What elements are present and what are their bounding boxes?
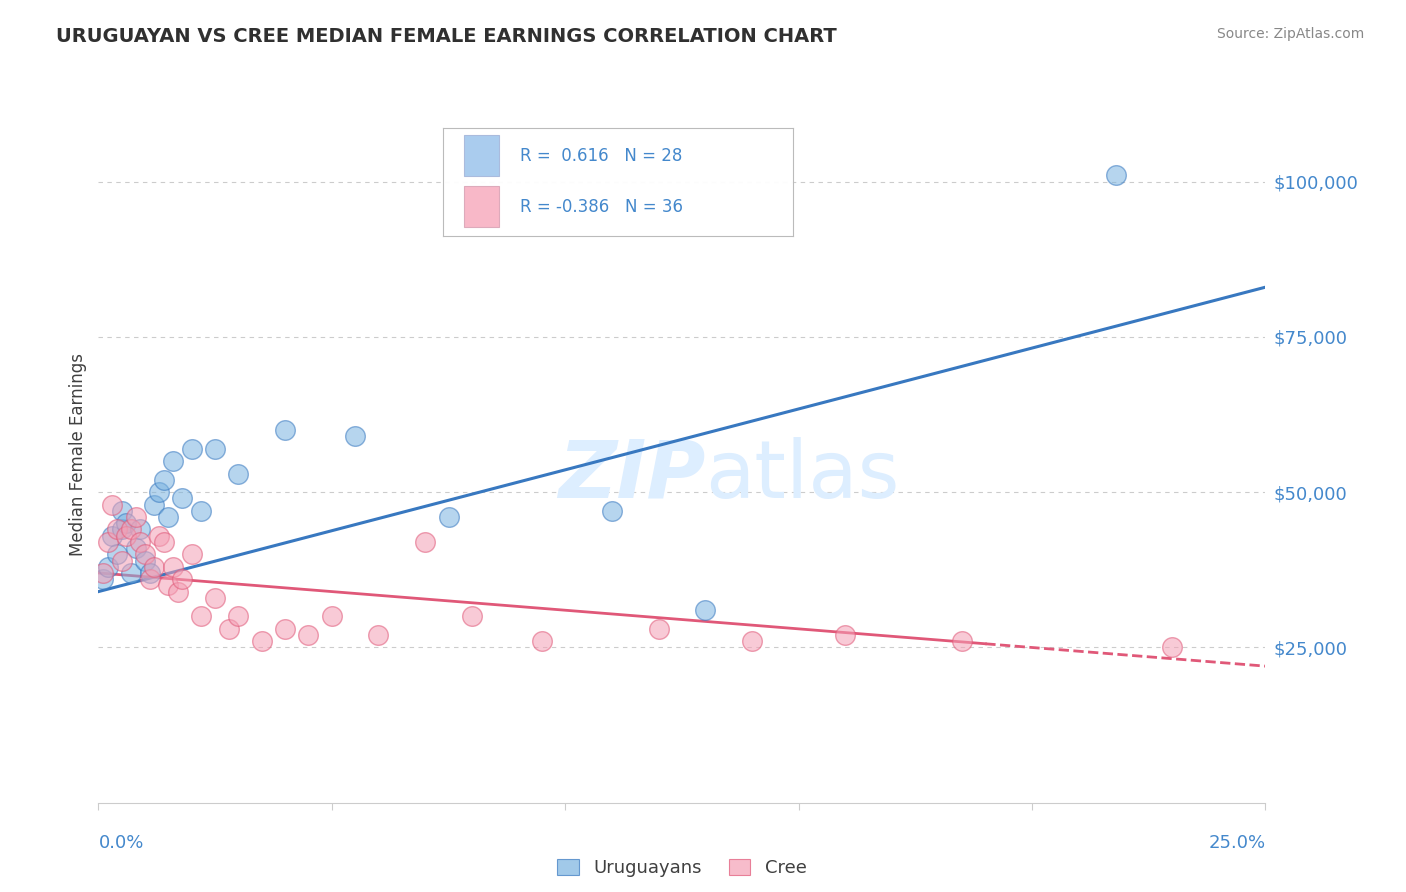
- Point: [228, 467, 250, 481]
- Point: [111, 553, 134, 567]
- Point: [97, 559, 120, 574]
- Point: [695, 603, 717, 617]
- Point: [647, 622, 669, 636]
- Point: [157, 578, 180, 592]
- Point: [115, 529, 138, 543]
- Point: [101, 498, 124, 512]
- Point: [143, 498, 166, 512]
- Point: [162, 559, 184, 574]
- Point: [190, 609, 212, 624]
- Point: [134, 547, 156, 561]
- Point: [152, 534, 174, 549]
- Point: [111, 504, 134, 518]
- Point: [250, 634, 273, 648]
- Text: Source: ZipAtlas.com: Source: ZipAtlas.com: [1216, 27, 1364, 41]
- Point: [111, 523, 134, 537]
- Point: [152, 473, 174, 487]
- Point: [143, 559, 166, 574]
- Point: [125, 541, 148, 555]
- Point: [91, 572, 114, 586]
- Point: [129, 534, 152, 549]
- Point: [413, 534, 436, 549]
- Point: [321, 609, 343, 624]
- Point: [105, 547, 128, 561]
- Text: 0.0%: 0.0%: [98, 834, 143, 852]
- Y-axis label: Median Female Earnings: Median Female Earnings: [69, 353, 87, 557]
- Point: [134, 553, 156, 567]
- Legend: Uruguayans, Cree: Uruguayans, Cree: [550, 852, 814, 884]
- Point: [204, 442, 226, 456]
- Point: [274, 622, 297, 636]
- Text: atlas: atlas: [706, 437, 900, 515]
- Point: [190, 504, 212, 518]
- Point: [218, 622, 240, 636]
- Point: [367, 628, 389, 642]
- Point: [600, 504, 623, 518]
- Point: [120, 523, 142, 537]
- Point: [105, 523, 128, 537]
- Point: [157, 510, 180, 524]
- Point: [139, 566, 162, 580]
- Point: [125, 510, 148, 524]
- Point: [172, 572, 194, 586]
- Point: [228, 609, 250, 624]
- Point: [172, 491, 194, 506]
- Point: [180, 547, 202, 561]
- Point: [204, 591, 226, 605]
- Point: [139, 572, 162, 586]
- Point: [834, 628, 856, 642]
- Point: [344, 429, 367, 443]
- Point: [129, 523, 152, 537]
- Point: [91, 566, 114, 580]
- Point: [115, 516, 138, 531]
- Point: [461, 609, 484, 624]
- Point: [166, 584, 188, 599]
- Point: [1105, 169, 1128, 183]
- Point: [148, 529, 170, 543]
- Point: [148, 485, 170, 500]
- Point: [101, 529, 124, 543]
- Point: [297, 628, 319, 642]
- Point: [120, 566, 142, 580]
- Point: [950, 634, 973, 648]
- Point: [97, 534, 120, 549]
- Text: ZIP: ZIP: [558, 437, 706, 515]
- Point: [530, 634, 553, 648]
- Text: URUGUAYAN VS CREE MEDIAN FEMALE EARNINGS CORRELATION CHART: URUGUAYAN VS CREE MEDIAN FEMALE EARNINGS…: [56, 27, 837, 45]
- Point: [180, 442, 202, 456]
- Point: [162, 454, 184, 468]
- Point: [274, 423, 297, 437]
- Text: 25.0%: 25.0%: [1208, 834, 1265, 852]
- Point: [437, 510, 460, 524]
- Point: [1161, 640, 1184, 655]
- Point: [741, 634, 763, 648]
